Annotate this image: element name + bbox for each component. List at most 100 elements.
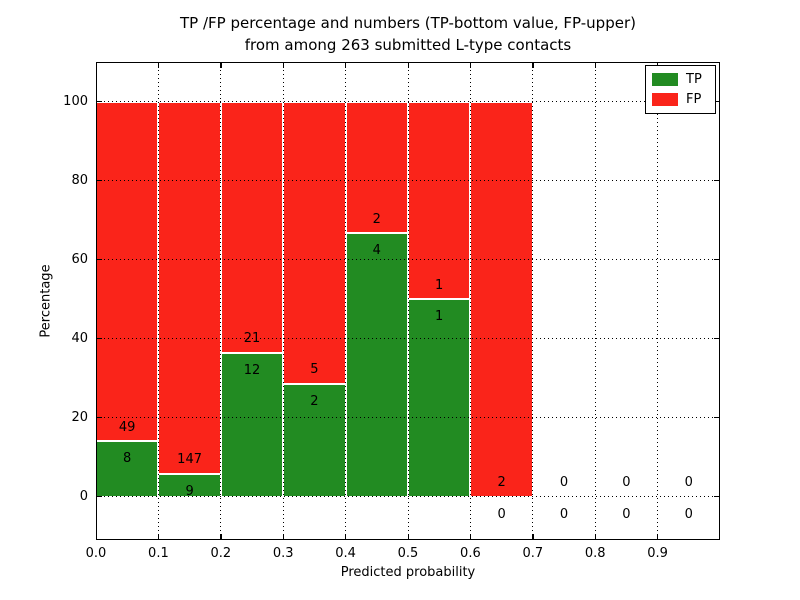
bar-fp-segment: [408, 101, 471, 300]
bar-tp-segment: [408, 299, 471, 497]
x-tick-label: 0.4: [335, 546, 356, 561]
x-tick-label: 0.0: [85, 546, 107, 561]
legend-item-tp: TP: [652, 72, 709, 87]
gridline-x: [532, 62, 534, 540]
fp-count-label: 0: [559, 475, 569, 491]
tp-count-label: 0: [559, 506, 569, 522]
gridline-x: [220, 62, 222, 540]
fp-count-label: 0: [622, 475, 631, 491]
x-axis-label: Predicted probability: [340, 565, 476, 580]
x-tick-mark: [282, 62, 284, 68]
x-tick-label: 0.3: [272, 546, 294, 561]
x-tick-mark: [282, 534, 284, 540]
chart-title: TP /FP percentage and numbers (TP-bottom…: [96, 12, 720, 56]
chart-title-line2: from among 263 submitted L-type contacts: [244, 36, 572, 54]
x-tick-mark: [532, 534, 534, 540]
y-tick-mark: [714, 417, 720, 419]
y-tick-mark: [714, 180, 720, 182]
x-tick-mark: [345, 534, 347, 540]
y-tick-label: 100: [63, 93, 88, 109]
plot-area: 49 8 147 9 21 12 5 2 2 4 1 1 2 0 0 0 0 0 0 0: [95, 62, 720, 540]
bar-fp-segment: [345, 101, 408, 234]
gridline-x: [594, 62, 596, 540]
x-tick-mark: [469, 534, 472, 540]
tp-count-label: 0: [497, 506, 506, 522]
gridline-x: [469, 62, 471, 540]
fp-count-label: 49: [118, 419, 136, 435]
x-tick-mark: [532, 62, 534, 68]
y-tick-mark: [96, 101, 102, 103]
y-tick-mark: [96, 180, 102, 182]
x-tick-mark: [220, 62, 222, 68]
gridline-x: [657, 62, 659, 540]
tp-count-label: 9: [185, 483, 194, 499]
x-tick-mark: [469, 62, 472, 68]
tp-count-label: 0: [684, 506, 693, 522]
x-tick-label: 0.1: [148, 546, 169, 561]
x-tick-label: 0.8: [584, 546, 606, 561]
fp-legend-swatch: [652, 92, 678, 106]
y-tick-mark: [96, 259, 102, 261]
x-tick-mark: [345, 62, 347, 68]
x-tick-mark: [594, 62, 596, 68]
tp-legend-label: TP: [686, 72, 702, 88]
fp-count-label: 21: [243, 331, 261, 347]
y-tick-label: 40: [71, 330, 88, 346]
tp-count-label: 1: [435, 309, 444, 325]
fp-count-label: 147: [177, 452, 202, 468]
y-tick-mark: [96, 417, 102, 419]
x-tick-mark: [157, 62, 160, 68]
bar-fp-segment: [470, 101, 533, 497]
bar-fp-segment: [96, 101, 159, 442]
tp-count-label: 8: [123, 451, 132, 467]
x-tick-mark: [220, 534, 222, 540]
y-tick-mark: [714, 496, 720, 498]
tp-legend-swatch: [652, 73, 678, 87]
fp-count-label: 5: [310, 362, 319, 378]
bar-tp-segment: [345, 233, 408, 497]
bar-fp-segment: [158, 101, 221, 474]
x-tick-mark: [95, 62, 97, 68]
fp-count-label: 2: [497, 475, 506, 491]
y-tick-mark: [96, 338, 102, 340]
fp-count-label: 1: [435, 277, 444, 293]
x-tick-label: 0.9: [647, 546, 668, 561]
fp-count-label: 0: [684, 475, 693, 491]
fp-legend-label: FP: [686, 91, 702, 107]
y-tick-label: 20: [71, 409, 88, 425]
gridline-x: [345, 62, 347, 540]
chart-title-line1: TP /FP percentage and numbers (TP-bottom…: [180, 14, 636, 32]
bar-fp-segment: [283, 101, 346, 384]
x-tick-mark: [407, 534, 409, 540]
bar-tp-segment: [96, 441, 159, 497]
tp-count-label: 12: [243, 363, 261, 379]
bar-tp-segment: [283, 383, 346, 497]
legend-item-fp: FP: [652, 92, 709, 107]
x-tick-mark: [407, 62, 409, 68]
legend: TP FP: [645, 65, 716, 114]
y-tick-mark: [714, 338, 720, 340]
tp-count-label: 4: [372, 243, 381, 259]
y-axis-label: Percentage: [38, 264, 54, 338]
tp-count-label: 0: [622, 506, 631, 522]
tp-count-label: 2: [310, 393, 319, 409]
x-tick-label: 0.5: [397, 546, 419, 561]
x-tick-mark: [657, 534, 659, 540]
x-tick-mark: [95, 534, 97, 540]
x-tick-mark: [594, 534, 596, 540]
bar-fp-segment: [220, 101, 284, 353]
x-tick-label: 0.6: [460, 546, 481, 561]
gridline-x: [407, 62, 409, 540]
y-tick-label: 80: [71, 172, 88, 188]
y-tick-mark: [714, 101, 720, 103]
x-tick-label: 0.7: [522, 546, 544, 561]
gridline-x: [282, 62, 284, 540]
gridline-x: [157, 62, 159, 540]
fp-count-label: 2: [372, 211, 381, 227]
y-tick-label: 60: [71, 251, 88, 267]
y-tick-mark: [714, 259, 720, 261]
y-tick-label: 0: [79, 488, 88, 504]
x-tick-mark: [157, 534, 160, 540]
x-tick-label: 0.2: [210, 546, 232, 561]
